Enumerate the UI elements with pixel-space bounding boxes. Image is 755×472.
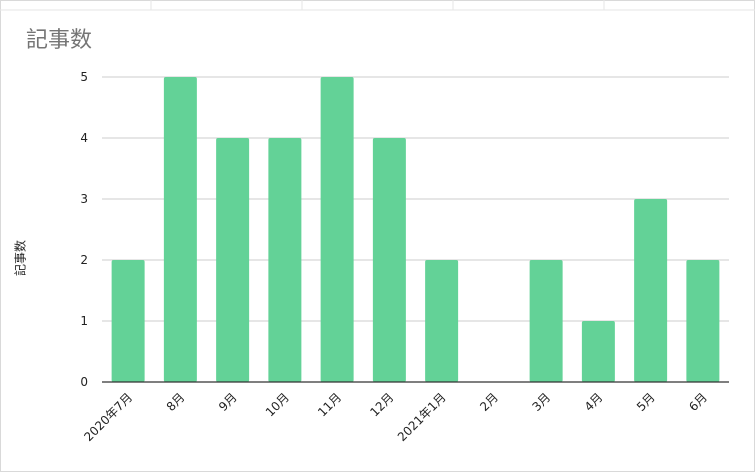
bar: [686, 260, 720, 382]
x-tick-label: 12月: [367, 390, 396, 419]
bar: [163, 77, 197, 382]
y-tick-label: 0: [80, 375, 88, 389]
bar: [268, 138, 302, 382]
x-tick-label: 8月: [164, 390, 188, 414]
bar: [529, 260, 563, 382]
x-tick-label: 11月: [315, 390, 344, 419]
bar: [634, 199, 668, 382]
x-tick-label: 10月: [263, 390, 292, 419]
chart-title: 記事数: [26, 28, 93, 53]
y-tick-label: 2: [80, 253, 88, 267]
bar: [425, 260, 459, 382]
y-tick-label: 1: [80, 314, 88, 328]
bar: [216, 138, 250, 382]
y-tick-label: 3: [80, 192, 88, 206]
x-tick-label: 2021年1月: [395, 390, 449, 444]
bar: [111, 260, 145, 382]
x-tick-label: 2月: [477, 390, 501, 414]
x-tick-label: 9月: [216, 390, 240, 414]
bar: [320, 77, 354, 382]
bar: [581, 321, 615, 382]
y-tick-label: 5: [80, 70, 88, 84]
x-tick-label: 6月: [686, 390, 710, 414]
x-tick-label: 5月: [634, 390, 658, 414]
y-tick-label: 4: [80, 131, 88, 145]
x-tick-label: 3月: [529, 390, 553, 414]
bar: [372, 138, 406, 382]
x-tick-label: 2020年7月: [81, 390, 135, 444]
x-tick-label: 4月: [582, 390, 606, 414]
